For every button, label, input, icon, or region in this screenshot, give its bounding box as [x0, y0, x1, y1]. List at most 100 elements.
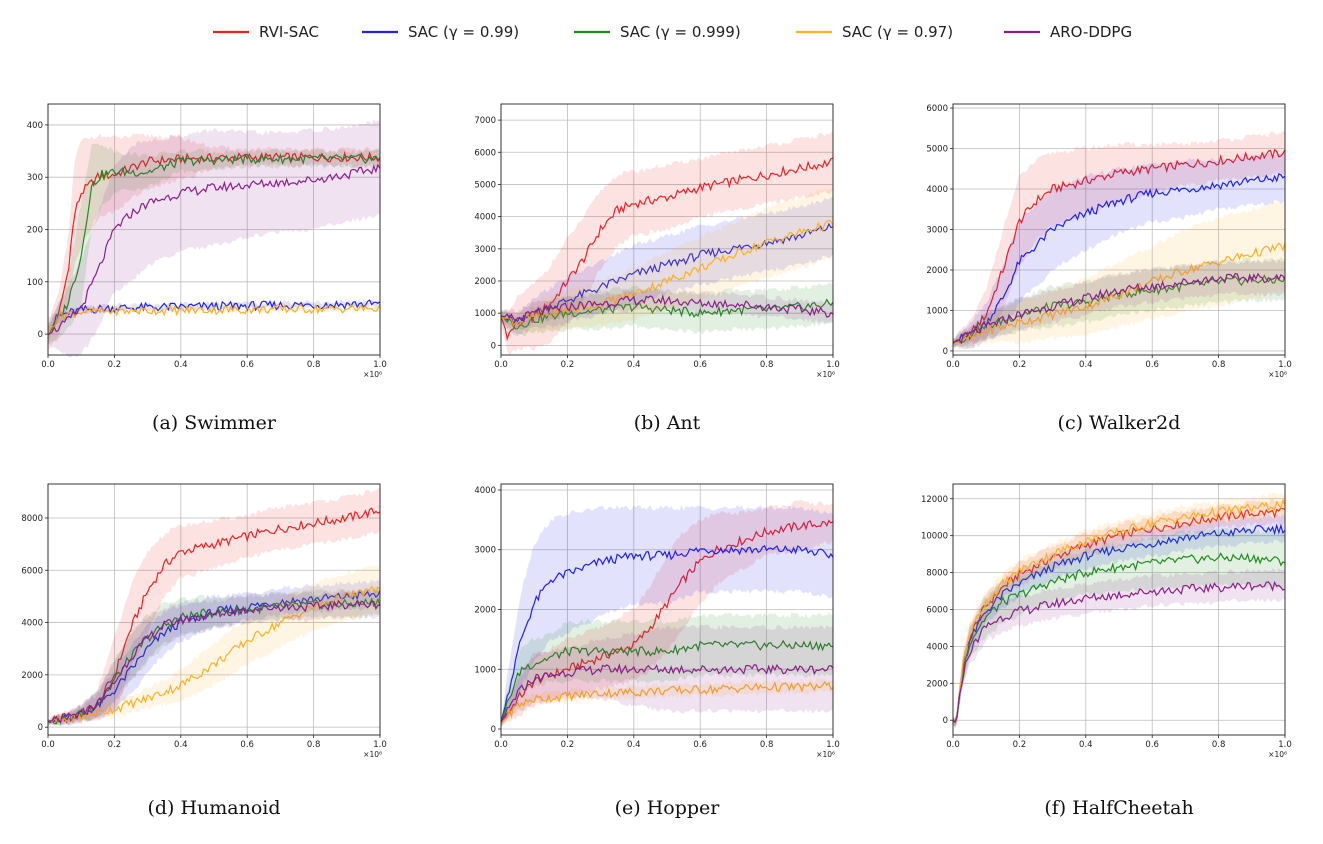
y-tick-label: 2000 — [21, 671, 43, 681]
y-tick-label: 2000 — [474, 606, 496, 616]
series-line — [952, 148, 1286, 344]
series-band — [501, 624, 833, 724]
y-tick-label: 300 — [27, 173, 43, 183]
series-line — [47, 599, 381, 723]
series-4 — [952, 259, 1286, 347]
series-band — [953, 491, 1285, 729]
x-tick-label: 1.0 — [826, 740, 840, 750]
y-tick-label: 8000 — [926, 569, 948, 579]
y-tick-label: 2000 — [926, 679, 948, 689]
chart-caption: (c) Walker2d — [1057, 412, 1181, 434]
series-band — [953, 130, 1285, 349]
series-line — [500, 157, 834, 342]
x-tick-label: 0.8 — [1212, 740, 1226, 750]
series-band — [501, 505, 833, 727]
series-3 — [47, 563, 381, 726]
series-band — [501, 499, 833, 727]
series-2 — [952, 527, 1286, 727]
series-line — [952, 523, 1286, 724]
y-tick-label: 8000 — [21, 514, 43, 524]
x-tick-label: 0.2 — [561, 740, 575, 750]
series-line — [500, 294, 834, 323]
series-band — [501, 288, 833, 330]
y-tick-label: 1000 — [474, 309, 496, 319]
x-tick-label: 1.0 — [1278, 740, 1292, 750]
series-band — [953, 257, 1285, 348]
legend-entry: RVI-SAC — [213, 23, 319, 41]
series-band — [501, 612, 833, 728]
x-tick-label: 0.2 — [1013, 740, 1027, 750]
y-tick-label: 200 — [27, 226, 43, 236]
series-band — [953, 527, 1285, 727]
series-band — [501, 186, 833, 335]
series-4 — [47, 119, 381, 358]
axes-frame — [500, 103, 834, 356]
series-3 — [500, 186, 834, 335]
series-4 — [952, 568, 1286, 727]
series-4 — [500, 624, 834, 724]
y-tick-label: 0 — [491, 725, 496, 735]
legend-label: ARO-DDPG — [1050, 23, 1132, 41]
chart-svg: 0.0 0.2 0.4 0.6 0.8 1.0 0 1000 2000 3000 4000 5000 6… — [474, 103, 840, 379]
x-tick-label: 0.0 — [494, 740, 508, 750]
x-tick-label: 0.6 — [693, 740, 707, 750]
chart-caption: (a) Swimmer — [152, 412, 276, 434]
series-band — [48, 588, 380, 726]
chart-panel: 0.0 0.2 0.4 0.6 0.8 1.0 0 2000 4000 6000 8000 ×10⁶ — [20, 480, 410, 765]
x-tick-label: 0.4 — [174, 360, 188, 370]
axes-frame — [47, 483, 381, 736]
x-tick-label: 0.4 — [174, 740, 188, 750]
series-3 — [500, 678, 834, 727]
series-0 — [500, 499, 834, 727]
x-tick-label: 0.0 — [494, 360, 508, 370]
y-tick-label: 6000 — [926, 606, 948, 616]
series-1 — [952, 151, 1286, 350]
series-line — [47, 303, 381, 335]
series-2 — [47, 143, 381, 346]
y-tick-label: 6000 — [926, 104, 948, 114]
x-tick-label: 1.0 — [826, 360, 840, 370]
series-band — [953, 151, 1285, 350]
series-band — [953, 514, 1285, 728]
chart-svg: 0.0 0.2 0.4 0.6 0.8 1.0 0 100 200 300 400 ×10⁶ — [27, 103, 387, 379]
y-tick-label: 3000 — [474, 245, 496, 255]
y-tick-label: 4000 — [474, 486, 496, 496]
x-scale-label: ×10⁶ — [816, 370, 835, 379]
y-tick-label: 1000 — [474, 665, 496, 675]
y-tick-label: 5000 — [926, 145, 948, 155]
series-band — [501, 678, 833, 727]
legend-entry: SAC (γ = 0.97) — [796, 23, 953, 41]
y-tick-label: 400 — [27, 121, 43, 131]
x-tick-label: 0.4 — [627, 360, 641, 370]
y-tick-label: 7000 — [474, 116, 496, 126]
series-band — [48, 579, 380, 727]
series-0 — [500, 131, 834, 356]
series-1 — [952, 514, 1286, 728]
series-line — [47, 152, 381, 335]
x-tick-label: 0.0 — [946, 740, 960, 750]
x-tick-label: 0.6 — [693, 360, 707, 370]
legend-label: SAC (γ = 0.97) — [842, 23, 953, 41]
series-band — [48, 133, 380, 350]
chart-panel: 0.0 0.2 0.4 0.6 0.8 1.0 0 2000 4000 6000 8000 10000… — [921, 480, 1315, 765]
x-tick-label: 0.8 — [760, 740, 774, 750]
chart-caption: (b) Ant — [633, 412, 701, 434]
x-tick-label: 0.2 — [108, 740, 122, 750]
x-tick-label: 1.0 — [373, 360, 387, 370]
x-tick-label: 0.8 — [760, 360, 774, 370]
y-tick-label: 4000 — [474, 213, 496, 223]
series-line — [47, 163, 381, 336]
y-tick-label: 3000 — [474, 546, 496, 556]
x-scale-label: ×10⁶ — [816, 750, 835, 759]
x-tick-label: 0.8 — [307, 740, 321, 750]
y-tick-label: 2000 — [926, 266, 948, 276]
series-line — [500, 639, 834, 723]
legend: RVI-SAC SAC (γ = 0.99) SAC (γ = 0.999) SAC … — [213, 23, 1132, 41]
y-tick-label: 4000 — [21, 619, 43, 629]
legend-label: SAC (γ = 0.999) — [620, 23, 741, 41]
x-tick-label: 0.4 — [1079, 740, 1093, 750]
chart-panel: 0.0 0.2 0.4 0.6 0.8 1.0 0 1000 2000 3000 4000 ×10⁶ — [473, 480, 863, 765]
series-band — [501, 131, 833, 356]
y-tick-label: 2000 — [474, 277, 496, 287]
series-line — [47, 585, 381, 723]
